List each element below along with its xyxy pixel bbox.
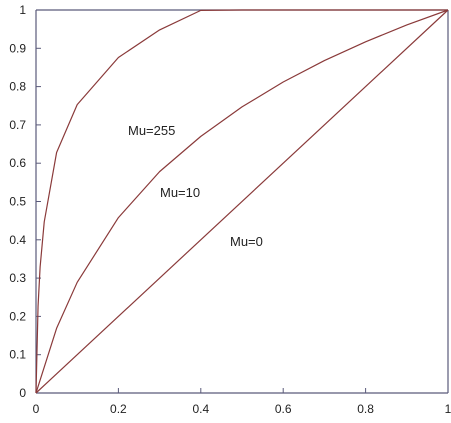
series-line-mu-255 <box>35 9 448 394</box>
x-tick-label: 0.8 <box>357 402 374 416</box>
curve-label-mu-10: Mu=10 <box>160 185 200 200</box>
x-tick-label: 0.6 <box>275 402 292 416</box>
y-tick-label: 0.6 <box>9 156 26 170</box>
x-ticks: 0 0.2 0.4 0.6 0.8 1 <box>33 388 451 416</box>
x-tick-label: 0.4 <box>192 402 209 416</box>
y-tick-label: 0 <box>19 386 26 400</box>
series-lines <box>35 9 449 394</box>
y-tick-label: 0.3 <box>9 271 26 285</box>
series-line-mu-10 <box>35 9 449 394</box>
y-tick-label: 0.8 <box>9 80 26 94</box>
y-ticks: 0 0.1 0.2 0.3 0.4 0.5 0.6 0.7 0.8 0.9 1 <box>9 3 41 400</box>
y-tick-label: 0.9 <box>9 41 26 55</box>
curve-labels: Mu=255 Mu=10 Mu=0 <box>128 123 263 249</box>
curve-label-mu-255: Mu=255 <box>128 123 175 138</box>
x-tick-label: 0.2 <box>110 402 127 416</box>
y-tick-label: 0.5 <box>9 195 26 209</box>
x-tick-label: 1 <box>445 402 451 416</box>
y-tick-label: 0.1 <box>9 348 26 362</box>
series-line-mu-0 <box>35 9 449 394</box>
curve-label-mu-0: Mu=0 <box>230 234 263 249</box>
x-tick-label: 0 <box>33 402 40 416</box>
y-tick-label: 1 <box>19 3 26 17</box>
y-tick-label: 0.2 <box>9 309 26 323</box>
y-tick-label: 0.4 <box>9 233 26 247</box>
y-tick-label: 0.7 <box>9 118 26 132</box>
